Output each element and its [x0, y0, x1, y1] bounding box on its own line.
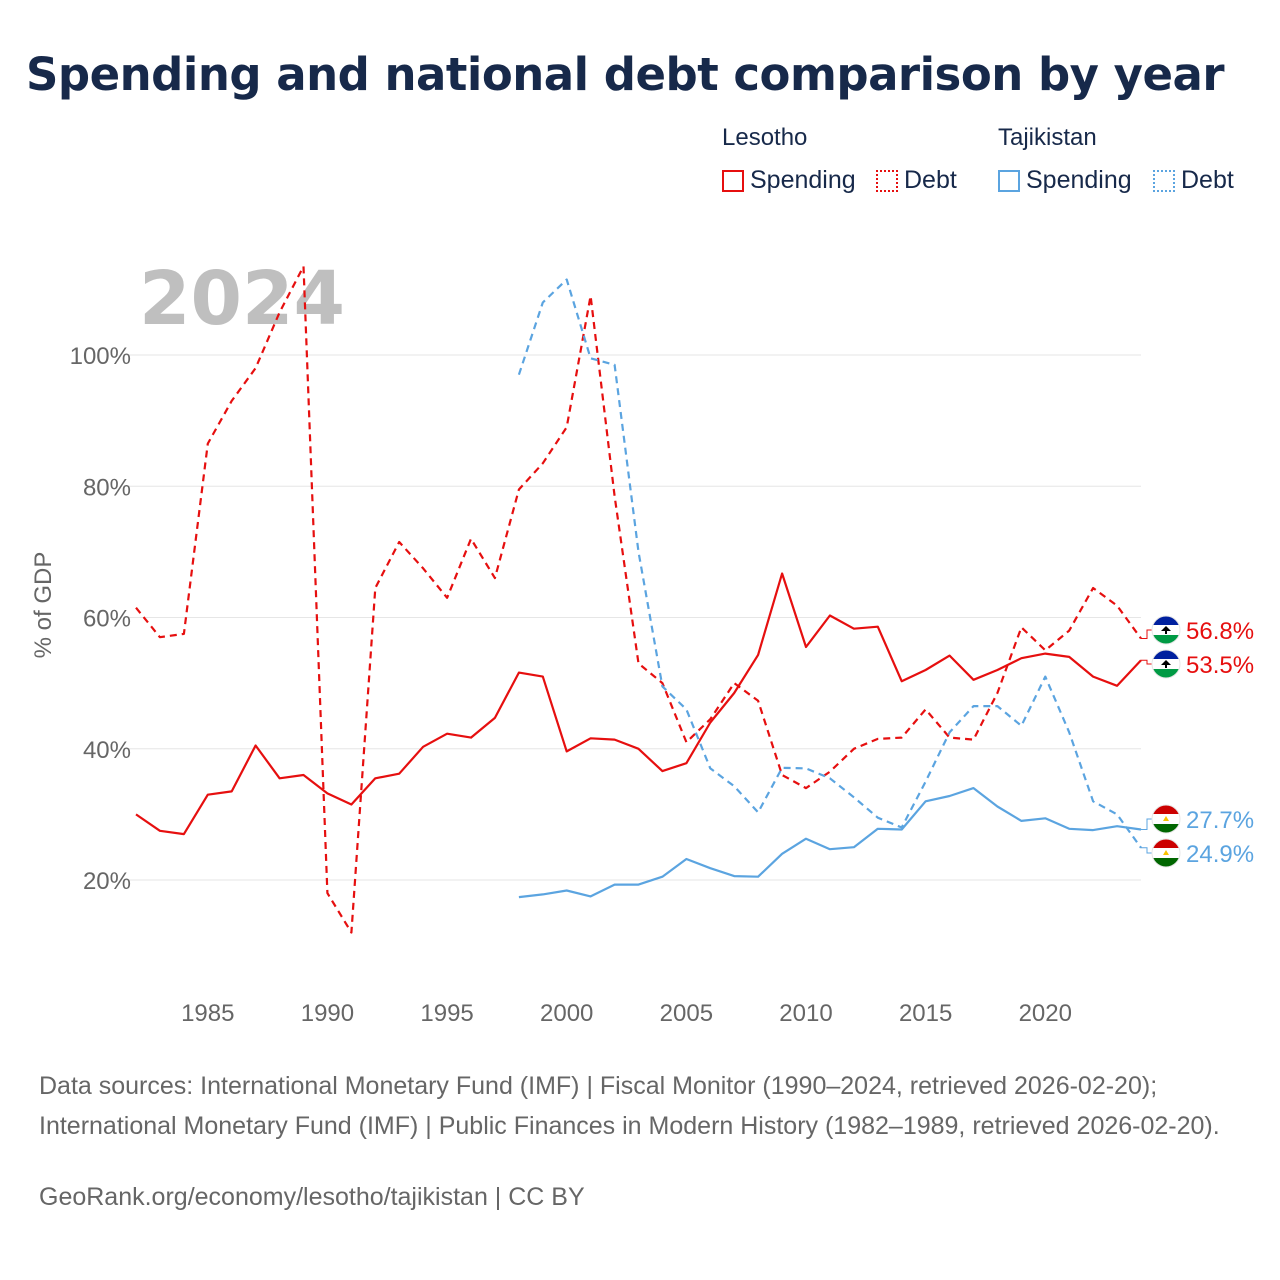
legend-tajikistan-spending[interactable]: Spending — [998, 166, 1132, 195]
legend-swatch-solid — [998, 169, 1020, 192]
legend-label: Spending — [1026, 166, 1132, 194]
x-tick-label: 2020 — [1019, 1000, 1072, 1027]
end-value-label: 53.5% — [1186, 652, 1254, 679]
grid-layer — [124, 354, 1141, 881]
end-value-label: 56.8% — [1186, 618, 1254, 645]
end-label-layer: 56.8% 53.5% 27.7% 24.9% — [1141, 615, 1254, 868]
legend-label: Debt — [1181, 166, 1234, 194]
x-tick-label: 2015 — [899, 1000, 952, 1027]
y-tick-label: 80% — [83, 474, 131, 501]
axis-layer: 20% 40% 60% 80% 100% 1985 1990 1995 2000 2005 2010… — [70, 343, 1072, 1027]
x-tick-label: 1985 — [181, 1000, 234, 1027]
credit-link[interactable]: GeoRank.org/economy/lesotho/tajikistan |… — [39, 1183, 585, 1211]
legend-swatch-dotted — [876, 169, 898, 192]
lesotho-flag-icon — [1151, 649, 1181, 679]
lesotho-flag-icon — [1151, 615, 1181, 645]
end-label-connector — [1141, 818, 1152, 830]
end-label-connector — [1141, 847, 1152, 854]
legend-group-lesotho-title: Lesotho — [722, 124, 808, 151]
end-value-label: 27.7% — [1186, 807, 1254, 834]
tajikistan-flag-icon — [1151, 838, 1181, 868]
series-line-lesotho-debt — [135, 265, 1142, 934]
y-axis-label: % of GDP — [30, 552, 57, 659]
x-tick-label: 1995 — [420, 1000, 473, 1027]
legend-lesotho-spending[interactable]: Spending — [722, 166, 856, 195]
legend-lesotho-debt[interactable]: Debt — [876, 166, 957, 195]
x-tick-label: 1990 — [301, 1000, 354, 1027]
legend-group-tajikistan-title: Tajikistan — [998, 124, 1097, 151]
year-watermark: 2024 — [139, 256, 345, 342]
x-tick-label: 2000 — [540, 1000, 593, 1027]
end-label-connector — [1141, 629, 1152, 639]
legend-label: Debt — [904, 166, 957, 194]
y-tick-label: 40% — [83, 737, 131, 764]
tajikistan-flag-icon — [1151, 804, 1181, 834]
series-line-tajikistan-spending — [518, 786, 1142, 899]
legend-swatch-solid — [722, 169, 744, 192]
legend-swatch-dotted — [1153, 169, 1175, 192]
end-label-connector — [1141, 659, 1152, 665]
series-line-tajikistan-debt — [517, 278, 1142, 849]
legend-tajikistan-debt[interactable]: Debt — [1153, 166, 1234, 195]
end-value-label: 24.9% — [1186, 841, 1254, 868]
series-layer — [135, 265, 1142, 934]
x-tick-label: 2005 — [660, 1000, 713, 1027]
chart-title: Spending and national debt comparison by… — [26, 48, 1225, 101]
line-chart: 2024 20% 40% 60% 80% 100% 1985 1990 1995 2000 200… — [30, 256, 1254, 1027]
data-source-note: Data sources: International Monetary Fun… — [39, 1072, 1220, 1140]
y-tick-label: 60% — [83, 606, 131, 633]
legend-label: Spending — [750, 166, 856, 194]
series-line-lesotho-spending — [135, 572, 1142, 836]
y-tick-label: 100% — [70, 343, 131, 370]
x-tick-label: 2010 — [779, 1000, 832, 1027]
y-tick-label: 20% — [83, 868, 131, 895]
